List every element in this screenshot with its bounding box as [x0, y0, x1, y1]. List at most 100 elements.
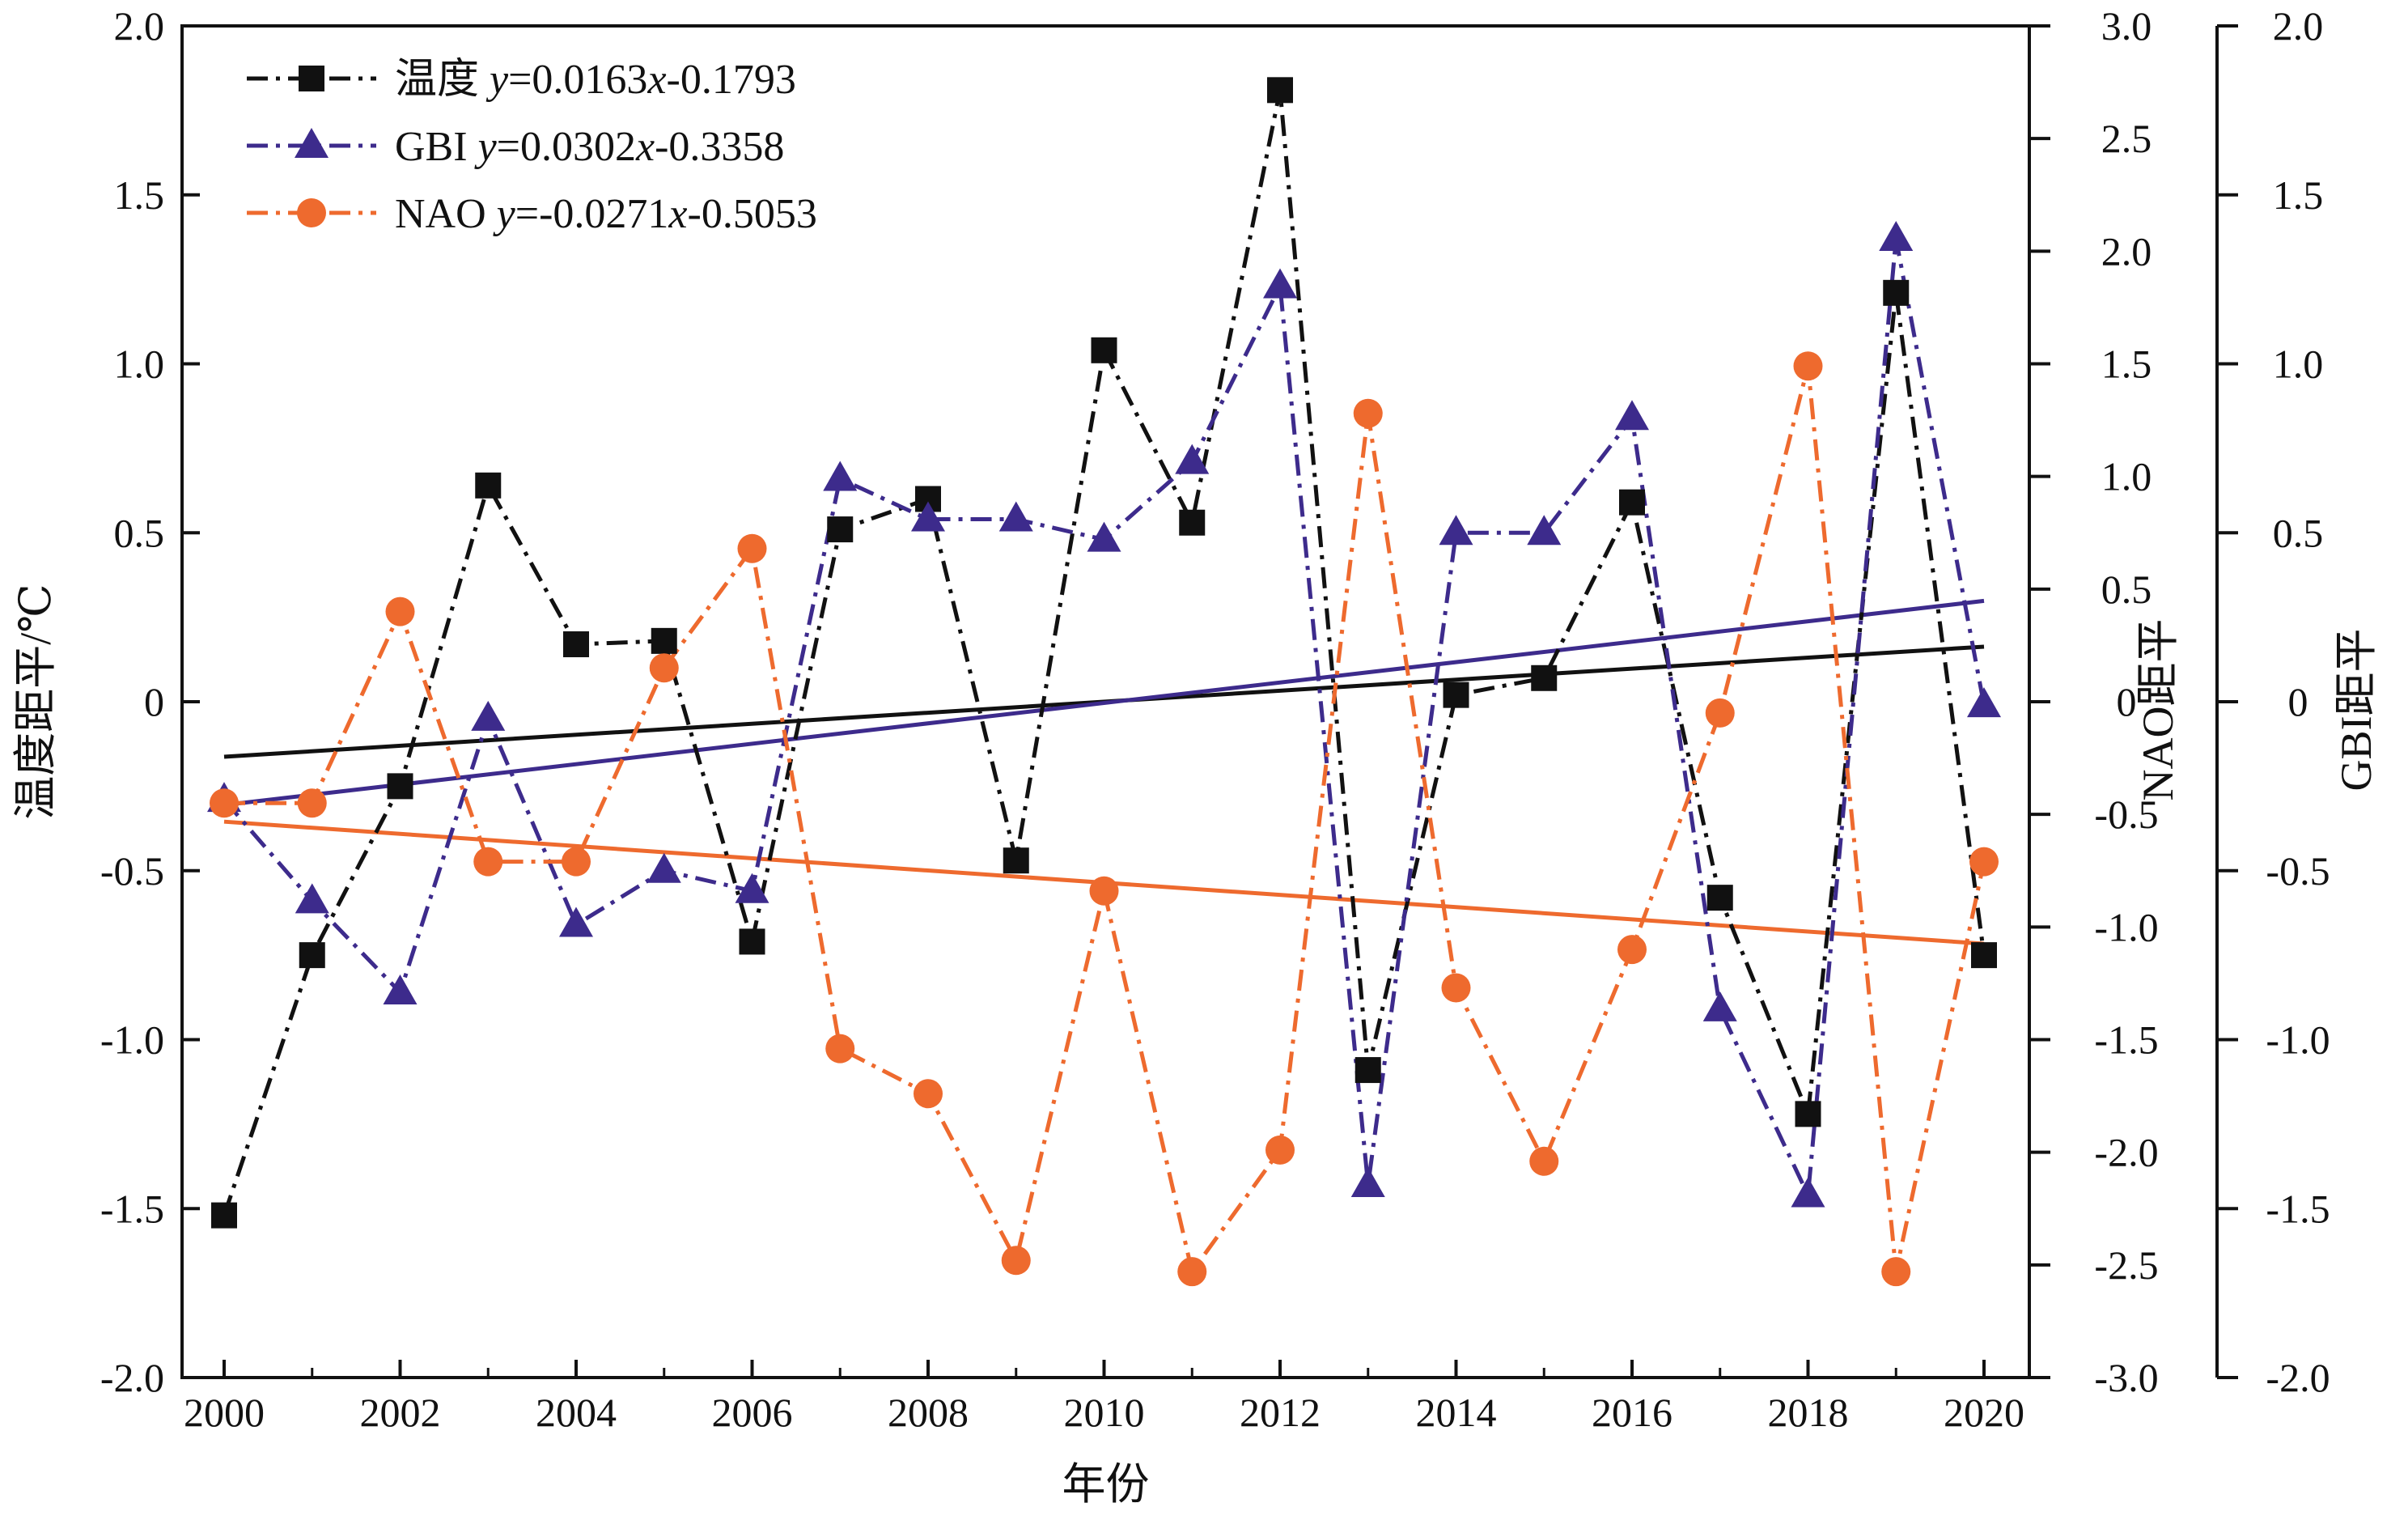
series-markers: [207, 77, 2001, 1287]
data-point-gbi: [911, 501, 945, 532]
data-point-gbi: [1967, 687, 2001, 718]
right2-tick-label: 0.5: [2273, 510, 2324, 555]
left-tick-label: 0.5: [114, 510, 165, 555]
left-tick-label: 1.0: [114, 342, 165, 387]
data-point-temp: [563, 631, 589, 658]
data-point-gbi: [823, 461, 858, 491]
right1-tick-label: -3.0: [2094, 1355, 2158, 1400]
data-point-nao: [1001, 1246, 1031, 1276]
x-tick-label: 2020: [1944, 1390, 2024, 1435]
data-point-gbi: [1263, 268, 1297, 299]
data-point-temp: [739, 928, 765, 955]
right2-tick-label: -2.0: [2266, 1355, 2330, 1400]
data-point-gbi: [1879, 221, 1914, 252]
left-axis-title: 温度距平/℃: [11, 584, 60, 819]
right2-tick-label: 2.0: [2273, 3, 2324, 49]
right2-tick-label: -1.5: [2266, 1186, 2330, 1231]
x-tick-label: 2014: [1416, 1390, 1497, 1435]
data-point-gbi: [559, 906, 593, 937]
right1-tick-label: 1.5: [2101, 342, 2152, 387]
data-point-nao: [1441, 973, 1471, 1003]
right2-tick-label: -1.0: [2266, 1017, 2330, 1063]
data-point-nao: [737, 533, 767, 563]
legend-label-gbi: GBI y=0.0302x-0.3358: [395, 124, 784, 170]
data-point-temp: [1619, 489, 1645, 516]
left-tick-label: -1.5: [100, 1186, 164, 1231]
left-tick-label: -2.0: [100, 1355, 164, 1400]
data-point-temp: [1795, 1101, 1821, 1127]
right1-tick-label: 2.0: [2101, 228, 2152, 274]
x-tick-label: 2000: [184, 1390, 265, 1435]
right2-tick-label: 0: [2288, 679, 2308, 724]
left-tick-label: 0: [144, 679, 164, 724]
legend-marker-nao: [297, 198, 326, 227]
series-line-temp: [222, 87, 1986, 1216]
data-point-temp: [387, 773, 413, 800]
data-point-nao: [1529, 1146, 1559, 1176]
data-point-nao: [1089, 876, 1119, 906]
right1-tick-label: -2.5: [2094, 1242, 2158, 1288]
right1-axis-title: NAO距平: [2134, 619, 2182, 801]
data-point-gbi: [1791, 1177, 1825, 1208]
x-tick-label: 2016: [1592, 1390, 1672, 1435]
right2-tick-label: -0.5: [2266, 848, 2330, 894]
left-tick-label: -0.5: [100, 848, 164, 894]
data-point-gbi: [735, 873, 769, 903]
data-point-nao: [1969, 847, 1999, 877]
data-point-temp: [1443, 681, 1469, 708]
legend-marker-gbi: [295, 128, 329, 158]
data-point-temp: [1354, 1057, 1381, 1084]
data-point-gbi: [647, 852, 681, 883]
legend-marker-temp: [299, 66, 324, 91]
data-point-temp: [827, 516, 854, 543]
data-point-temp: [1003, 847, 1029, 874]
right1-tick-label: 2.5: [2101, 116, 2152, 161]
data-point-nao: [1177, 1257, 1207, 1287]
x-tick-label: 2002: [360, 1390, 441, 1435]
data-point-nao: [1705, 698, 1735, 728]
left-tick-label: 2.0: [114, 3, 165, 49]
right2-tick-label: 1.5: [2273, 172, 2324, 218]
data-point-temp: [1883, 279, 1910, 306]
data-point-temp: [1091, 337, 1117, 363]
data-point-gbi: [1175, 444, 1210, 474]
data-point-temp: [211, 1202, 237, 1229]
left-tick-label: 1.5: [114, 172, 165, 218]
data-point-temp: [1971, 942, 1997, 969]
data-point-gbi: [1527, 515, 1562, 546]
right1-tick-label: 1.0: [2101, 454, 2152, 499]
right1-tick-label: -1.0: [2094, 904, 2158, 949]
data-point-nao: [1881, 1257, 1911, 1287]
data-point-nao: [914, 1079, 943, 1109]
trend-line-gbi: [223, 598, 1985, 808]
data-point-gbi: [1087, 521, 1121, 552]
series-line-nao: [224, 363, 1986, 1274]
data-point-gbi: [1350, 1167, 1385, 1198]
data-point-temp: [299, 942, 325, 969]
data-point-temp: [475, 472, 502, 499]
data-point-temp: [1267, 77, 1293, 104]
data-point-nao: [562, 847, 591, 877]
x-tick-label: 2008: [888, 1390, 969, 1435]
x-axis-title: 年份: [1062, 1460, 1150, 1509]
right2-axis-title: GBI距平: [2332, 629, 2380, 792]
data-point-nao: [1353, 398, 1383, 428]
data-point-gbi: [1615, 400, 1649, 431]
x-tick-label: 2018: [1768, 1390, 1849, 1435]
data-point-nao: [297, 788, 327, 818]
left-tick-label: -1.0: [100, 1017, 164, 1063]
legend-label-nao: NAO y=-0.0271x-0.5053: [395, 191, 817, 237]
data-point-gbi: [471, 700, 506, 731]
right1-tick-label: 0.5: [2101, 567, 2152, 612]
right1-tick-label: -0.5: [2094, 792, 2158, 837]
data-point-gbi: [1439, 515, 1473, 546]
data-point-gbi: [998, 501, 1033, 532]
data-point-gbi: [1702, 991, 1737, 1021]
data-point-nao: [649, 653, 679, 683]
x-tick-label: 2012: [1240, 1390, 1321, 1435]
data-point-temp: [1179, 509, 1206, 536]
data-point-nao: [210, 788, 239, 818]
data-point-gbi: [383, 974, 418, 1005]
right1-tick-label: -1.5: [2094, 1017, 2158, 1063]
